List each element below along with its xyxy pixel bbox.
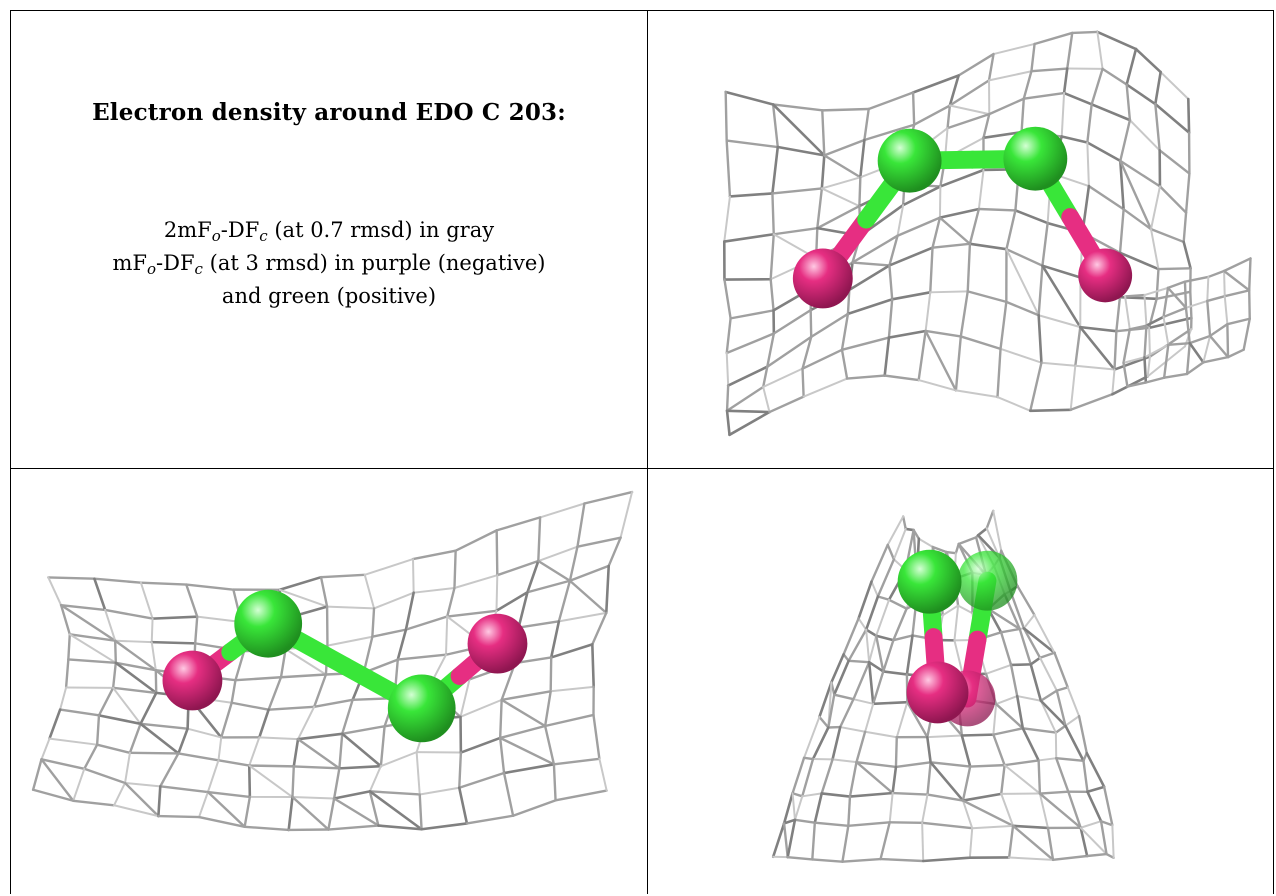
density-mesh: [31, 490, 634, 832]
legend-subscript: o: [147, 260, 157, 278]
density-view-2-panel: [10, 468, 648, 894]
density-view-2: [31, 490, 634, 832]
oxygen-atom: [906, 661, 969, 724]
density-view-1: [722, 30, 1252, 437]
legend-text: (at 3 rmsd) in purple (negative): [202, 251, 546, 275]
carbon-atom: [897, 549, 962, 614]
oxygen-atom: [162, 650, 223, 711]
figure-title: Electron density around EDO C 203:: [92, 99, 566, 126]
legend-text: mF: [112, 251, 147, 275]
legend-line-positive: and green (positive): [221, 284, 437, 308]
density-mesh: [722, 30, 1193, 437]
density-view-1-panel: [648, 10, 1274, 468]
density-view-3: [771, 509, 1115, 863]
legend-line-mfo: mFo-DFc (at 3 rmsd) in purple (negative): [113, 247, 546, 280]
legend-text: -DF: [220, 218, 260, 242]
carbon-atom: [877, 128, 942, 193]
carbon-atom: [957, 550, 1018, 611]
carbon-atom: [234, 589, 303, 658]
oxygen-atom: [1078, 248, 1133, 303]
oxygen-atom: [792, 248, 853, 309]
legend-line-2mfo: 2mFo-DFc (at 0.7 rmsd) in gray: [113, 214, 546, 247]
density-mesh: [771, 509, 1115, 863]
legend-subscript: c: [194, 260, 203, 278]
figure-grid: Electron density around EDO C 203: 2mFo-…: [10, 10, 1274, 894]
legend-text: (at 0.7 rmsd) in gray: [267, 218, 495, 242]
carbon-atom: [387, 674, 456, 743]
legend-subscript: o: [211, 227, 221, 245]
density-view-3-panel: [648, 468, 1274, 894]
oxygen-atom: [467, 613, 528, 674]
legend-text: 2mF: [163, 218, 212, 242]
carbon-atom: [1003, 126, 1068, 191]
legend-text: -DF: [156, 251, 195, 275]
map-legend: 2mFo-DFc (at 0.7 rmsd) in gray mFo-DFc (…: [113, 214, 546, 313]
caption-panel: Electron density around EDO C 203: 2mFo-…: [10, 10, 648, 468]
legend-subscript: c: [259, 227, 268, 245]
density-mesh: [1122, 257, 1252, 388]
